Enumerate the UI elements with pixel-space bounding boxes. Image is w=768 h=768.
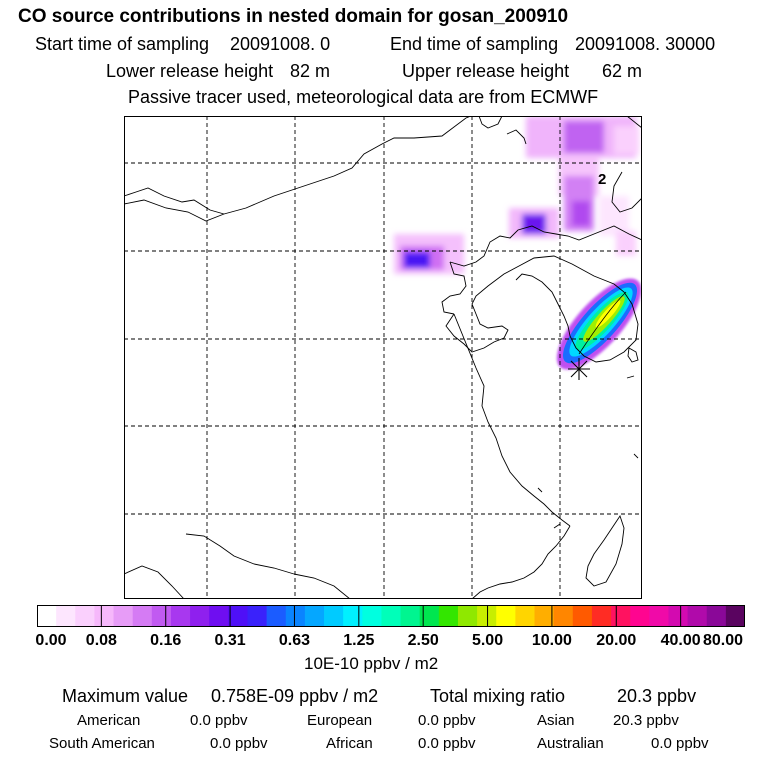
legend-color-cell <box>37 605 57 627</box>
lower-release-label: Lower release height <box>106 61 274 81</box>
region-african-value: 0.0 ppbv <box>418 735 476 752</box>
end-time-value: 20091008. 30000 <box>575 34 716 54</box>
legend-color-cell <box>247 605 268 627</box>
legend-color-cell <box>572 605 593 627</box>
page-title: CO source contributions in nested domain… <box>18 6 569 27</box>
legend-color-cell <box>94 605 115 627</box>
legend-color-cell <box>438 605 459 627</box>
legend-unit: 10E-10 ppbv / m2 <box>304 654 439 673</box>
legend-tick-label: 40.00 <box>660 632 701 649</box>
region-south-american-value: 0.0 ppbv <box>210 735 268 752</box>
legend-tick-label: 0.00 <box>35 632 67 649</box>
total-mixing-label: Total mixing ratio <box>430 686 566 706</box>
legend-color-cell <box>228 605 249 627</box>
total-mixing-value: 20.3 ppbv <box>617 686 697 706</box>
low-concentration-field <box>394 116 639 274</box>
legend-tick-label: 80.00 <box>702 632 744 649</box>
max-value-label: Maximum value <box>62 686 189 706</box>
legend-color-cell <box>343 605 363 627</box>
contour-label: 2 <box>598 171 606 188</box>
legend-color-cell <box>457 605 478 627</box>
max-value: 0.758E-09 ppbv / m2 <box>211 686 379 706</box>
legend-color-cell <box>706 605 727 627</box>
legend-color-cell <box>419 605 440 627</box>
map-frame <box>124 116 642 599</box>
end-time-label: End time of sampling <box>390 34 559 54</box>
region-african-label: African <box>326 735 373 752</box>
legend-color-cell <box>400 605 421 627</box>
legend-tick-label: 0.08 <box>85 632 117 649</box>
legend-color-cell <box>591 605 612 627</box>
region-european-value: 0.0 ppbv <box>418 712 476 729</box>
legend-color-cell <box>553 605 574 627</box>
legend-tick-label: 10.00 <box>531 632 572 649</box>
region-australian-value: 0.0 ppbv <box>651 735 709 752</box>
legend-color-cell <box>362 605 383 627</box>
legend-color-cell <box>266 605 287 627</box>
legend-tick-label: 0.16 <box>150 632 182 649</box>
legend-color-cell <box>56 605 76 627</box>
grid-lines <box>124 116 642 599</box>
region-asian-value: 20.3 ppbv <box>613 712 679 729</box>
legend-color-cell <box>649 605 670 627</box>
legend-tick-label: 5.00 <box>471 632 504 649</box>
legend-color-cell <box>285 605 306 627</box>
start-time-label: Start time of sampling <box>35 34 210 54</box>
legend-color-cell <box>725 605 745 627</box>
region-american-label: American <box>77 712 141 729</box>
legend-color-cell <box>687 605 708 627</box>
legend-color-cell <box>381 605 402 627</box>
legend-color-cell <box>496 605 516 627</box>
legend-color-cell <box>515 605 536 627</box>
legend-tick-label: 1.25 <box>343 632 375 649</box>
upper-release-label: Upper release height <box>402 61 570 81</box>
color-scale-bar <box>37 605 745 627</box>
region-asian-label: Asian <box>537 712 575 729</box>
legend-color-cell <box>611 605 631 627</box>
upper-release-value: 62 m <box>602 61 643 81</box>
receptor-star <box>568 358 590 380</box>
legend-color-cell <box>190 605 210 627</box>
start-time-value: 20091008. 0 <box>230 34 331 54</box>
legend-color-cell <box>132 605 153 627</box>
legend-color-cell <box>209 605 229 627</box>
legend-color-cell <box>170 605 191 627</box>
legend-color-cell <box>304 605 325 627</box>
legend-color-cell <box>324 605 344 627</box>
region-european-label: European <box>307 712 373 729</box>
legend-color-cell <box>630 605 650 627</box>
legend-color-cell <box>113 605 134 627</box>
concentration-map: 2 <box>124 116 642 599</box>
tracer-note: Passive tracer used, meteorological data… <box>128 87 599 107</box>
legend-color-cell <box>668 605 689 627</box>
legend-tick-label: 2.50 <box>407 632 439 649</box>
legend-color-cell <box>477 605 497 627</box>
legend-tick-label: 0.63 <box>278 632 311 649</box>
high-concentration-plume <box>556 278 642 370</box>
lower-release-value: 82 m <box>290 61 331 81</box>
coastlines <box>124 116 642 599</box>
legend-color-cell <box>151 605 172 627</box>
legend-color-cell <box>534 605 555 627</box>
region-south-american-label: South American <box>49 735 155 752</box>
legend-color-cell <box>75 605 96 627</box>
region-american-value: 0.0 ppbv <box>190 712 248 729</box>
legend-tick-label: 20.00 <box>596 632 637 649</box>
region-australian-label: Australian <box>537 735 604 752</box>
legend-tick-label: 0.31 <box>214 632 246 649</box>
